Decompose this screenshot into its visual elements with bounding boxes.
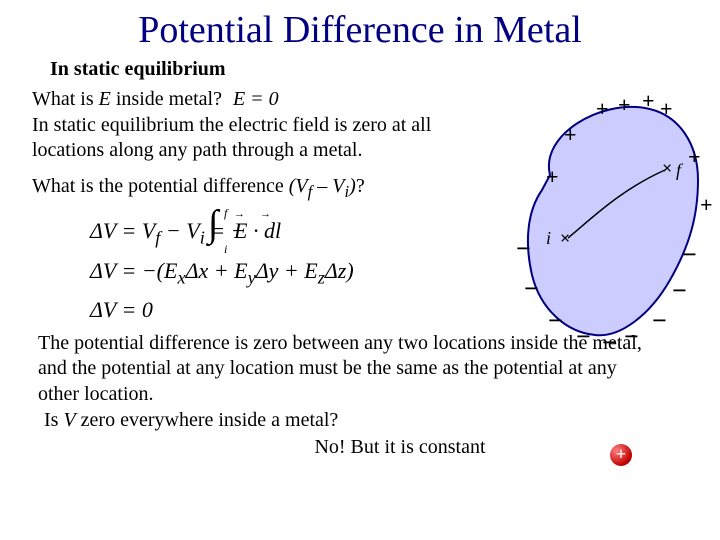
point-f-cross-icon: × (662, 158, 672, 179)
q1-text: What is E inside metal? (32, 88, 222, 110)
plus-charge-icon: + (700, 192, 713, 218)
metal-blob-diagram: ++++++++−−−−−−−−− × i × f (450, 90, 710, 360)
minus-charge-icon: − (672, 276, 687, 306)
slide-title: Potential Difference in Metal (0, 0, 720, 58)
minus-charge-icon: − (624, 322, 639, 352)
plus-charge-icon: + (618, 92, 631, 118)
subtitle: In static equilibrium (0, 58, 720, 81)
plus-charge-icon: + (596, 96, 609, 122)
q1-answer: E = 0 (233, 88, 279, 110)
point-i-cross-icon: × (560, 228, 570, 249)
plus-charge-icon: + (642, 88, 655, 114)
minus-charge-icon: − (602, 328, 617, 358)
point-i-label: i (546, 228, 551, 249)
plus-charge-icon: + (546, 164, 559, 190)
statement-1: In static equilibrium the electric field… (32, 114, 431, 162)
plus-charge-icon: + (688, 144, 701, 170)
question-2: Is V zero everywhere inside a metal? (0, 409, 720, 432)
minus-charge-icon: − (682, 240, 697, 270)
minus-charge-icon: − (548, 306, 563, 336)
point-f-label: f (676, 160, 681, 181)
plus-charge-icon: + (564, 122, 577, 148)
plus-charge-icon: + (660, 96, 673, 122)
minus-charge-icon: − (652, 306, 667, 336)
positive-charge-marker-icon: + (610, 444, 632, 466)
minus-charge-icon: − (576, 322, 591, 352)
minus-charge-icon: − (524, 274, 539, 304)
minus-charge-icon: − (516, 234, 531, 264)
blob-svg (450, 90, 710, 360)
